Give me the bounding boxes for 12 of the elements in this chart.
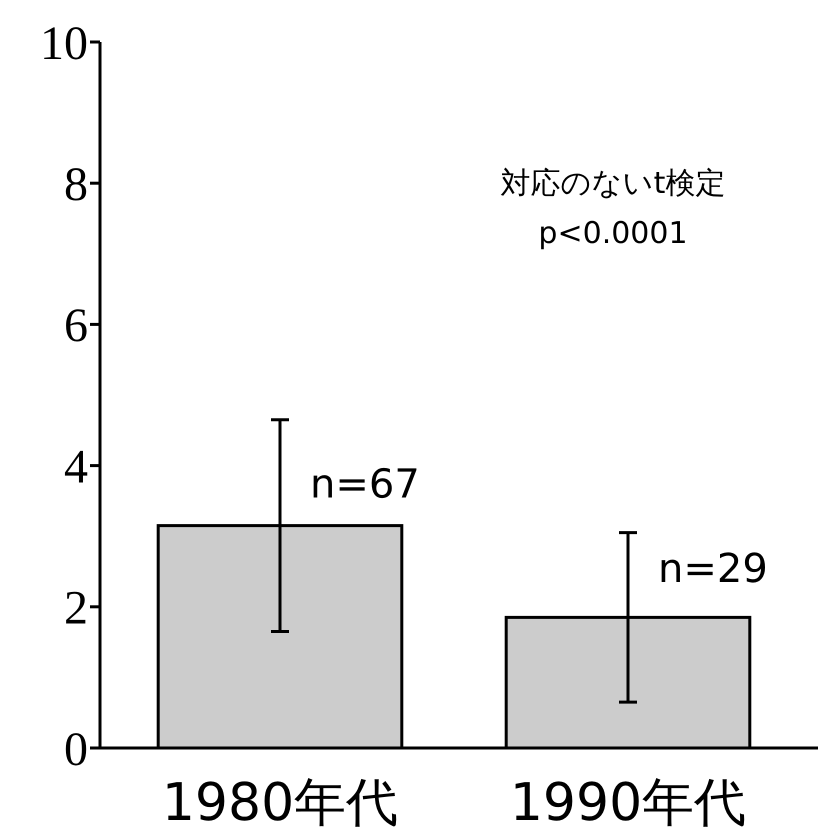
y-tick-label: 8 — [64, 158, 88, 211]
annotation: p<0.0001 — [538, 216, 688, 251]
x-tick-label: 1990年代 — [510, 773, 746, 832]
y-tick-label: 6 — [64, 299, 88, 352]
annotation: 対応のないt検定 — [500, 166, 726, 201]
annotation: n=67 — [310, 461, 420, 508]
y-tick-label: 10 — [40, 16, 88, 70]
y-tick-label: 2 — [64, 582, 88, 635]
y-tick-label: 4 — [64, 440, 88, 494]
annotation: n=29 — [658, 546, 768, 592]
x-tick-label: 1980年代 — [162, 773, 398, 832]
y-tick-label: 0 — [64, 722, 88, 776]
